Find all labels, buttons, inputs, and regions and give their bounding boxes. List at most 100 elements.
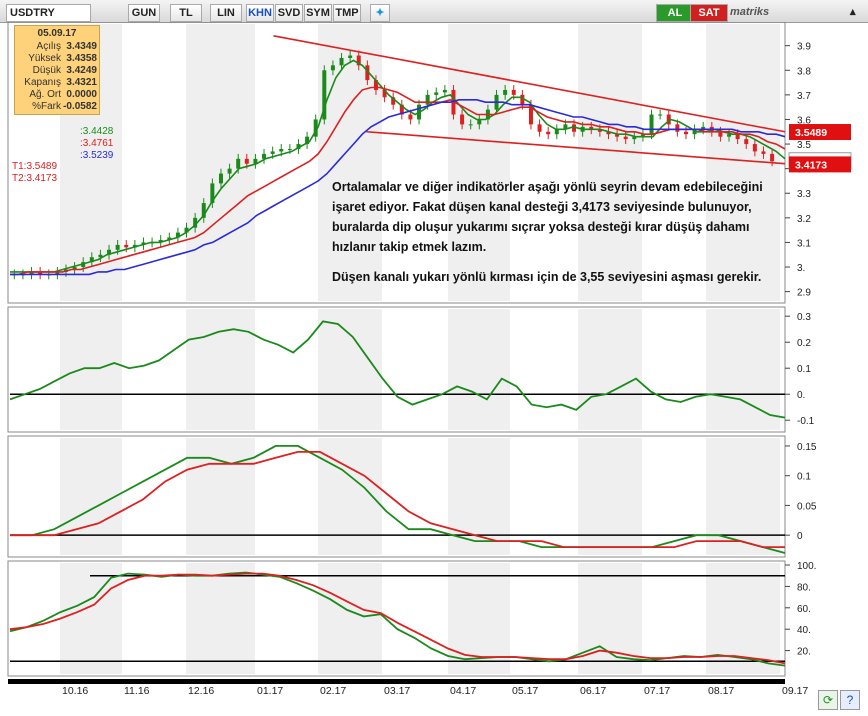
- x-tick-label: 12.16: [188, 685, 214, 697]
- candle: [649, 114, 654, 135]
- candle: [468, 124, 473, 126]
- y-tick-label: 0.2: [797, 338, 811, 349]
- candle: [632, 136, 637, 140]
- y-tick-label: 0.1: [797, 364, 811, 375]
- month-band: [706, 438, 780, 555]
- pane-border: [7, 435, 786, 558]
- candle: [425, 94, 430, 105]
- info-value: 3.4358: [66, 53, 97, 64]
- x-tick-label: 01.17: [257, 685, 283, 697]
- candle: [511, 89, 516, 95]
- x-tick-label: 05.17: [512, 685, 538, 697]
- month-band: [186, 309, 255, 430]
- candle: [218, 173, 223, 184]
- candle: [373, 80, 378, 90]
- info-row: Düşük 3.4249: [17, 65, 97, 76]
- trend-legend-item: T1:3.5489: [12, 161, 58, 172]
- help-icon[interactable]: ?: [840, 690, 860, 710]
- period-gun-button[interactable]: GUN: [128, 4, 160, 22]
- scale-lin-button[interactable]: LIN: [210, 4, 242, 22]
- candle: [29, 271, 34, 275]
- candle: [589, 126, 594, 130]
- trend-legend-item: T2:3.4173: [12, 173, 58, 184]
- candle: [382, 89, 387, 98]
- series-line: [9, 571, 786, 667]
- candle: [270, 151, 275, 154]
- candle: [356, 55, 361, 66]
- x-tick-label: 02.17: [320, 685, 346, 697]
- x-axis: 10.16 11.16 12.16 01.17 02.17 03.17 04.17 05.17…: [8, 679, 808, 697]
- info-label: %Fark: [32, 101, 61, 112]
- y-tick-label: 3.7: [797, 91, 811, 102]
- twitter-icon[interactable]: ✦: [370, 4, 390, 22]
- month-band: [186, 438, 255, 555]
- month-band: [318, 563, 382, 674]
- candle: [201, 203, 206, 218]
- candle: [107, 249, 112, 255]
- candle: [675, 124, 680, 132]
- settings-icon[interactable]: ▴: [850, 6, 856, 18]
- price-label: 3.5489: [795, 127, 827, 139]
- series-line: [10, 450, 785, 548]
- tmp-button[interactable]: TMP: [333, 4, 361, 22]
- y-tick-label: 2.9: [797, 288, 811, 299]
- annotation-paragraph-1: Ortalamalar ve diğer indikatörler aşağı …: [332, 180, 763, 254]
- y-tick-label: 0.: [797, 390, 805, 401]
- info-row: %Fark -0.0582: [17, 101, 97, 112]
- candle: [727, 134, 732, 137]
- candle: [313, 119, 318, 137]
- style-khn-button[interactable]: KHN: [246, 4, 274, 22]
- zoom-icon[interactable]: ⟳: [818, 690, 838, 710]
- info-label: Kapanış: [24, 77, 61, 88]
- channel-line: [273, 35, 786, 133]
- pane-4: 20. 40. 60. 80. 100.: [7, 560, 816, 677]
- candle: [520, 94, 525, 105]
- sym-button[interactable]: SYM: [304, 4, 332, 22]
- pane-1: 2.93.3.13.23.33.43.53.63.73.83.93.54893.…: [7, 22, 852, 304]
- y-tick-label: 0.05: [797, 501, 817, 512]
- candle: [615, 134, 620, 137]
- candle: [752, 144, 757, 152]
- analysis-annotation: Ortalamalar ve diğer indikatörler aşağı …: [332, 177, 772, 297]
- candle: [253, 158, 258, 164]
- candle: [460, 114, 465, 125]
- info-label: Açılış: [36, 41, 61, 52]
- pane-3: 0 0.05 0.1 0.15: [7, 435, 817, 558]
- pane-border: [7, 22, 786, 304]
- price-label: 3.4173: [795, 159, 827, 171]
- x-tick-label: 06.17: [580, 685, 606, 697]
- sell-button[interactable]: SAT: [690, 4, 728, 22]
- y-tick-label: 3.6: [797, 115, 811, 126]
- x-tick-label: 03.17: [384, 685, 410, 697]
- symbol-field[interactable]: USDTRY: [6, 4, 91, 22]
- candle: [55, 271, 60, 275]
- candle: [563, 124, 568, 130]
- month-band: [448, 438, 510, 555]
- month-band: [578, 309, 642, 430]
- candle: [442, 89, 447, 93]
- month-band: [448, 563, 510, 674]
- y-tick-label: 60.: [797, 604, 811, 615]
- candle: [322, 70, 327, 120]
- y-tick-label: 100.: [797, 561, 816, 572]
- buy-button[interactable]: AL: [656, 4, 694, 22]
- x-tick-label: 08.17: [708, 685, 734, 697]
- candle: [770, 153, 775, 162]
- candle: [761, 151, 766, 154]
- candle: [132, 244, 137, 248]
- month-band: [60, 438, 122, 555]
- candle: [744, 139, 749, 145]
- ma-legend-item: :3.4428: [80, 126, 114, 137]
- y-tick-label: 0.15: [797, 442, 817, 453]
- y-tick-label: 3.1: [797, 238, 811, 249]
- candle: [330, 65, 335, 71]
- candle: [666, 114, 671, 125]
- currency-tl-button[interactable]: TL: [170, 4, 202, 22]
- candle: [167, 237, 172, 240]
- candle: [38, 271, 43, 275]
- candle: [365, 65, 370, 81]
- svd-button[interactable]: SVD: [275, 4, 303, 22]
- candle: [606, 131, 611, 135]
- month-band: [318, 24, 382, 301]
- candle: [692, 129, 697, 135]
